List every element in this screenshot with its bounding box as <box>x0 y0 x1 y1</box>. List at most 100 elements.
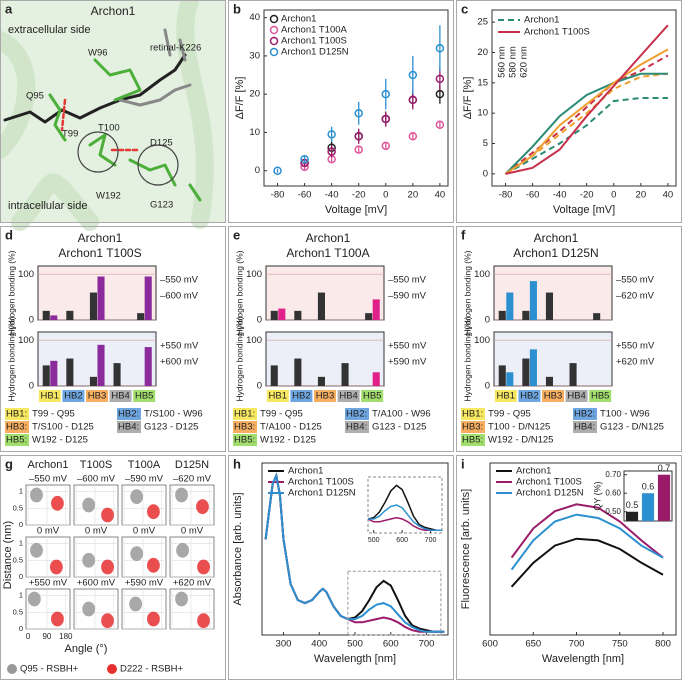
category-chip <box>565 390 588 402</box>
condition-label: –590 mV <box>388 291 427 302</box>
density-cluster <box>82 552 96 568</box>
structure-label: intracellular side <box>8 200 87 212</box>
density-cluster <box>30 487 43 503</box>
x-tick-label: HB1 <box>41 391 59 402</box>
bar <box>66 358 74 386</box>
legend-key: HB1: <box>6 409 27 420</box>
structure-label: W96 <box>88 48 108 59</box>
x-tick-label: 40 <box>663 190 674 201</box>
density-cluster <box>130 489 144 505</box>
condition-label: –620 mV <box>173 474 212 485</box>
condition-label: 0 mV <box>85 526 108 537</box>
panel-subtitle: Archon1 T100A <box>286 246 369 260</box>
category-chip <box>290 390 313 402</box>
legend-marker <box>269 36 279 46</box>
bar <box>529 281 537 320</box>
data-line <box>510 503 664 559</box>
legend-key: HB4: <box>574 422 595 433</box>
category-chip <box>133 390 156 402</box>
inset-line <box>368 504 442 531</box>
panel-letter: d <box>5 227 13 242</box>
y-axis-label: Fluorescence [arb. units] <box>460 489 472 609</box>
category-chip <box>337 390 360 402</box>
condition-label: 0 mV <box>37 526 60 537</box>
data-point <box>354 109 363 118</box>
y-tick-label: 0 <box>257 315 262 326</box>
x-tick-label: -20 <box>352 190 366 201</box>
y-tick-label: 5 <box>483 138 488 149</box>
data-point <box>435 89 445 99</box>
condition-label: +600 mV <box>77 578 116 589</box>
x-axis-label: Angle (°) <box>65 643 108 655</box>
x-axis-label: Voltage [mV] <box>325 204 387 216</box>
structure-label: Q95 <box>26 91 44 102</box>
y-axis-label: Hydrogen bonding (%) <box>6 316 16 401</box>
structure-label: W192 <box>96 191 121 202</box>
y-tick-label: 100 <box>474 269 490 280</box>
panel-letter: f <box>461 227 466 242</box>
x-tick-label: 40 <box>435 190 446 201</box>
category-chip <box>266 390 289 402</box>
cell-frame <box>25 536 71 578</box>
x-tick-label: 500 <box>347 639 363 650</box>
x-tick-label: 500 <box>368 537 380 544</box>
panel-border <box>228 455 454 680</box>
y-tick-label: 0 <box>19 520 23 529</box>
bar <box>498 310 506 320</box>
x-tick-label: 650 <box>525 639 541 650</box>
bar <box>625 511 639 521</box>
condition-label: +550 mV <box>388 341 427 352</box>
data-point <box>408 132 418 141</box>
legend-label: Archon1 <box>281 14 316 25</box>
x-tick-label: HB2 <box>64 391 82 402</box>
category-chip <box>542 390 564 402</box>
wavelength-label: 560 nm <box>497 46 508 78</box>
density-cluster <box>176 542 189 558</box>
data-point <box>300 154 309 164</box>
condition-label: –620 mV <box>616 291 655 302</box>
legend-key-chip <box>233 408 257 420</box>
y-tick-label: 100 <box>18 335 34 346</box>
x-tick-label: 90 <box>42 632 51 641</box>
data-point <box>273 166 282 175</box>
bar <box>545 292 553 320</box>
legend-key: HB1: <box>462 409 483 420</box>
y-tick-label: 10 <box>477 108 488 119</box>
data-point <box>435 44 445 53</box>
panel-border <box>456 455 682 680</box>
legend-label: Archon1 <box>524 15 559 26</box>
bar <box>97 344 105 386</box>
structure-label: G123 <box>150 200 173 211</box>
category-chip <box>86 390 108 402</box>
legend-key-chip <box>573 421 597 433</box>
column-header: D125N <box>175 459 209 471</box>
density-cluster <box>101 613 114 629</box>
x-tick-label: -60 <box>298 190 312 201</box>
legend-key: HB4: <box>118 422 139 433</box>
data-point <box>435 120 445 130</box>
y-axis-label: ΔF/F [%] <box>234 77 246 120</box>
data-point <box>408 95 418 105</box>
condition-label: 0 mV <box>133 526 156 537</box>
bar <box>89 376 97 386</box>
condition-label: –550 mV <box>616 275 655 286</box>
condition-label: –550 mV <box>29 474 68 485</box>
x-axis-label: Wavelength [nm] <box>542 653 624 665</box>
y-axis-label: Hydrogen bonding (%) <box>234 316 244 401</box>
panel-letter: g <box>5 456 13 471</box>
bar <box>372 372 380 386</box>
x-tick-label: HB2 <box>520 391 538 402</box>
y-axis-label: ΔF/F [%] <box>462 77 474 120</box>
density-cluster <box>147 504 160 520</box>
y-tick-label: 0 <box>19 572 23 581</box>
legend-label: Archon1 D125N <box>281 47 349 58</box>
structure-label: T99 <box>62 129 78 140</box>
y-tick-label: 0 <box>29 381 34 392</box>
panel-title: Archon1 <box>306 231 351 245</box>
bar <box>545 376 553 386</box>
bar <box>294 310 302 320</box>
panel-border <box>456 0 682 223</box>
density-cluster <box>197 613 210 629</box>
x-tick-label: HB4 <box>567 391 585 402</box>
